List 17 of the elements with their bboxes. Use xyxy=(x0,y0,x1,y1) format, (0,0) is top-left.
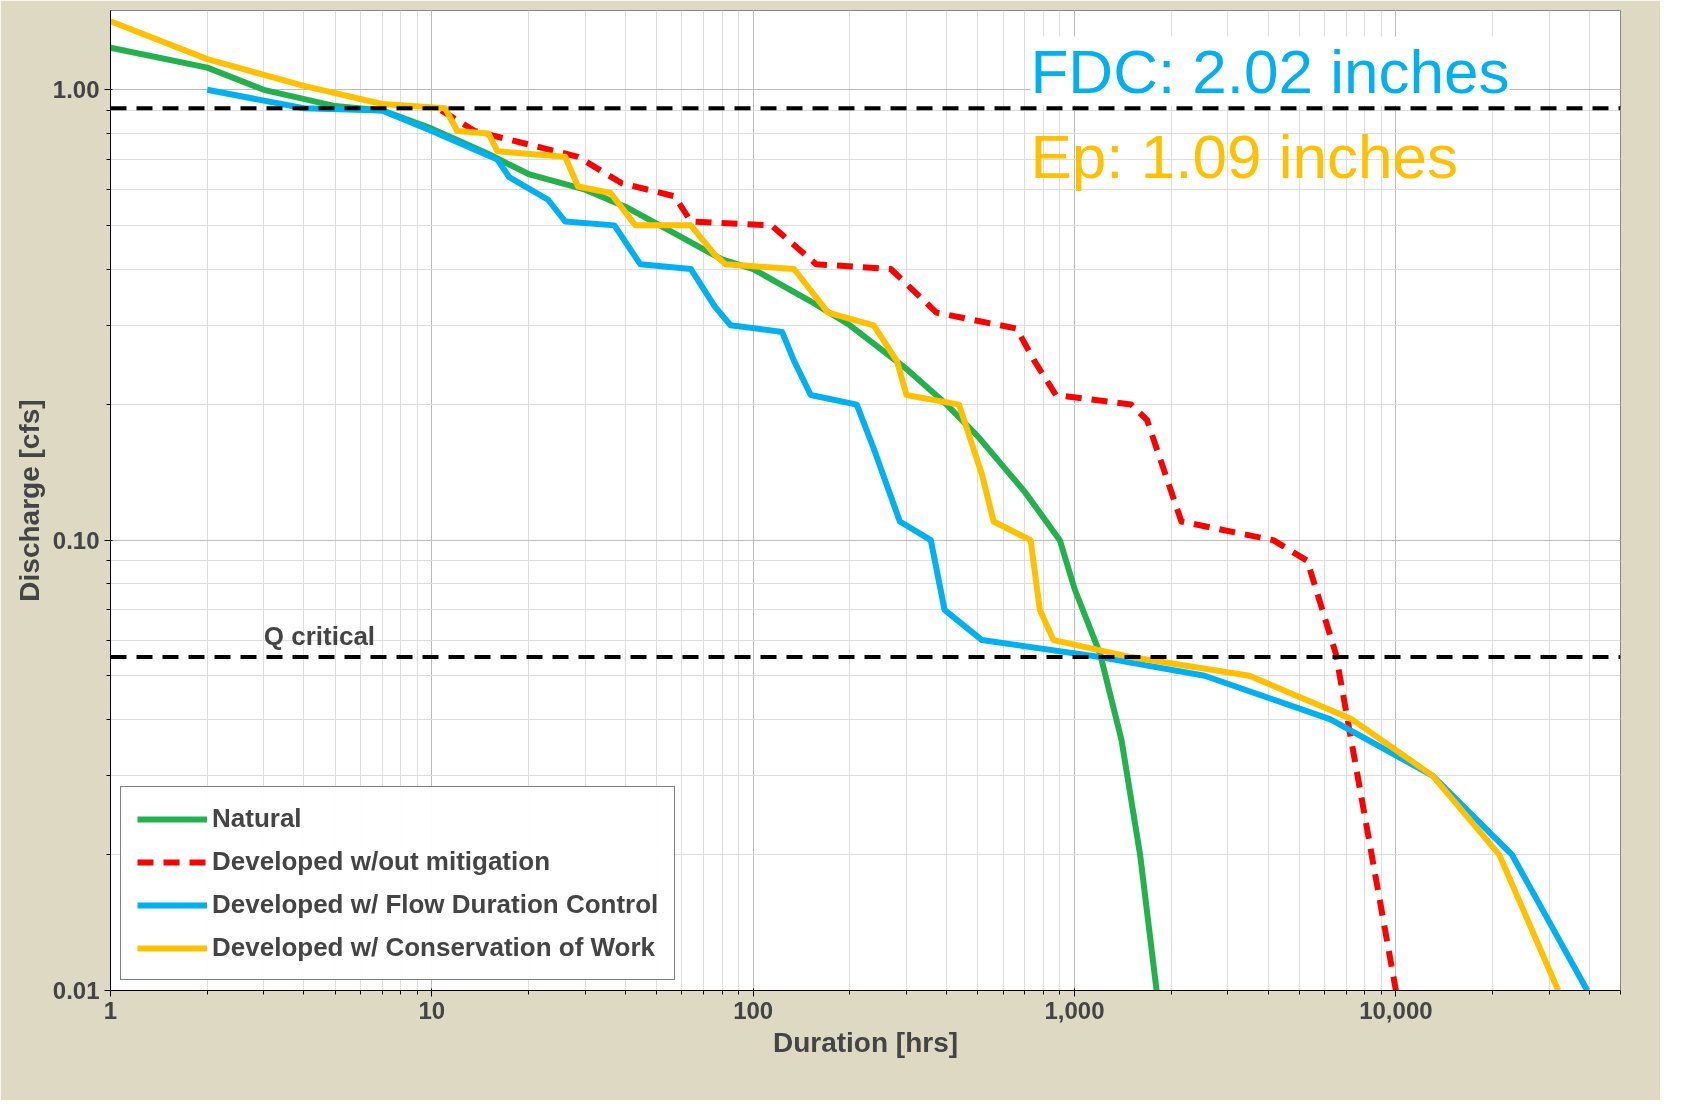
legend-label: Developed w/ Flow Duration Control xyxy=(212,889,659,920)
x-tick-label: 1 xyxy=(103,996,118,1024)
annotation: FDC: 2.02 inches xyxy=(1030,36,1510,106)
ref-line-label: Q critical xyxy=(263,621,376,652)
annotation: Ep: 1.09 inches xyxy=(1030,121,1458,191)
y-tick-label: 0.01 xyxy=(52,977,100,1004)
legend-label: Natural xyxy=(212,803,302,834)
y-tick-label: 0.10 xyxy=(52,526,100,554)
x-tick-label: 100 xyxy=(733,996,774,1024)
y-tick-label: 1.00 xyxy=(52,76,100,104)
y-axis-title: Discharge [cfs] xyxy=(13,399,45,602)
x-axis-title: Duration [hrs] xyxy=(772,1026,959,1058)
legend-label: Developed w/ Conservation of Work xyxy=(212,932,656,963)
x-tick-label: 1,000 xyxy=(1044,996,1105,1024)
x-tick-label: 10,000 xyxy=(1359,996,1433,1024)
legend-label: Developed w/out mitigation xyxy=(212,846,551,877)
x-tick-label: 10 xyxy=(418,996,446,1024)
